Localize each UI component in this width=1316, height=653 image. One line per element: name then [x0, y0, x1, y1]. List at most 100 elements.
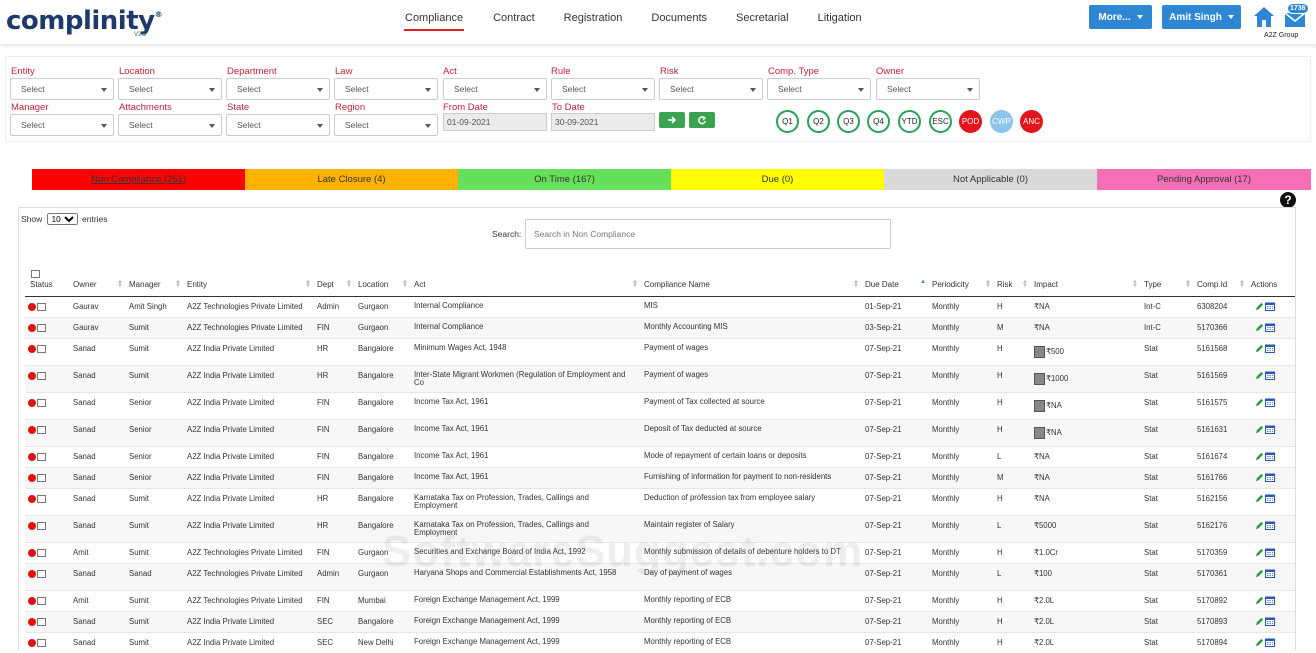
table-row[interactable]: Sanad Sumit A2Z India Private Limited HR Ban… [25, 364, 1295, 392]
col-owner[interactable]: Owner ▲ ▼ [69, 268, 125, 297]
table-row[interactable]: Amit Sumit A2Z Technologies Private Limite… [25, 589, 1295, 611]
nav-litigation[interactable]: Litigation [817, 12, 862, 24]
col-due-date[interactable]: Due Date ▲ [861, 268, 928, 297]
calendar-icon[interactable] [1265, 638, 1275, 647]
mail-icon[interactable] [1284, 8, 1306, 28]
table-row[interactable]: Sanad Sanad A2Z Technologies Private Limit… [25, 562, 1295, 590]
row-checkbox[interactable] [37, 453, 46, 462]
col-risk[interactable]: Risk ▲ ▼ [993, 268, 1030, 297]
filter-location-select[interactable]: Select [118, 78, 222, 100]
tab-pending-approval[interactable]: Pending Approval (17) [1097, 169, 1311, 190]
edit-icon[interactable] [1255, 617, 1264, 626]
calendar-icon[interactable] [1265, 548, 1275, 557]
quick-filter-q2[interactable]: Q2 [807, 110, 830, 133]
filter-risk-select[interactable]: Select [659, 78, 763, 100]
col-periodicity[interactable]: Periodicity ▲ ▼ [928, 268, 993, 297]
row-checkbox[interactable] [37, 639, 46, 648]
nav-contract[interactable]: Contract [493, 12, 535, 24]
tab-due[interactable]: Due (0) [671, 169, 884, 190]
edit-icon[interactable] [1255, 452, 1264, 461]
table-row[interactable]: Sanad Sumit A2Z India Private Limited SEC Ne… [25, 631, 1295, 653]
row-checkbox[interactable] [37, 474, 46, 483]
edit-icon[interactable] [1255, 596, 1264, 605]
calendar-icon[interactable] [1265, 302, 1275, 311]
col-comp-id[interactable]: Comp.Id ▲ ▼ [1193, 268, 1247, 297]
row-checkbox[interactable] [37, 495, 46, 504]
document-icon[interactable] [1034, 372, 1045, 385]
calendar-icon[interactable] [1265, 398, 1275, 407]
edit-icon[interactable] [1255, 548, 1264, 557]
col-act[interactable]: Act ▲ ▼ [410, 268, 640, 297]
edit-icon[interactable] [1255, 323, 1264, 332]
calendar-icon[interactable] [1265, 521, 1275, 530]
tab-late-closure[interactable]: Late Closure (4) [245, 169, 458, 190]
table-row[interactable]: Sanad Senior A2Z India Private Limited FIN B… [25, 391, 1295, 419]
row-checkbox[interactable] [37, 372, 46, 381]
row-checkbox[interactable] [37, 324, 46, 333]
edit-icon[interactable] [1255, 425, 1264, 434]
nav-compliance[interactable]: Compliance [404, 12, 465, 31]
page-size-select[interactable]: 100 [46, 213, 78, 225]
document-icon[interactable] [1034, 426, 1045, 439]
row-checkbox[interactable] [37, 303, 46, 312]
calendar-icon[interactable] [1265, 452, 1275, 461]
row-checkbox[interactable] [37, 597, 46, 606]
filter-rule-select[interactable]: Select [551, 78, 655, 100]
calendar-icon[interactable] [1265, 425, 1275, 434]
app-logo[interactable]: complinity® [6, 6, 163, 36]
edit-icon[interactable] [1255, 302, 1264, 311]
col-dept[interactable]: Dept ▲ ▼ [313, 268, 354, 297]
filter-owner-select[interactable]: Select [876, 78, 980, 100]
edit-icon[interactable] [1255, 398, 1264, 407]
quick-filter-ytd[interactable]: YTD [898, 110, 921, 133]
table-row[interactable]: Amit Sumit A2Z Technologies Private Limite… [25, 541, 1295, 563]
quick-filter-esc[interactable]: ESC [929, 110, 952, 133]
calendar-icon[interactable] [1265, 569, 1275, 578]
to-date-input[interactable]: 30-09-2021 [551, 113, 655, 131]
search-input[interactable]: Search in Non Compliance [525, 219, 891, 249]
filter-manager-select[interactable]: Select [10, 114, 114, 136]
from-date-input[interactable]: 01-09-2021 [443, 113, 547, 131]
calendar-icon[interactable] [1265, 371, 1275, 380]
row-checkbox[interactable] [37, 399, 46, 408]
table-row[interactable]: Sanad Senior A2Z India Private Limited FIN B… [25, 466, 1295, 488]
quick-filter-q4[interactable]: Q4 [867, 110, 890, 133]
calendar-icon[interactable] [1265, 344, 1275, 353]
filter-act-select[interactable]: Select [443, 78, 547, 100]
edit-icon[interactable] [1255, 494, 1264, 503]
col-manager[interactable]: Manager ▲ ▼ [125, 268, 183, 297]
edit-icon[interactable] [1255, 371, 1264, 380]
table-row[interactable]: Sanad Senior A2Z India Private Limited FIN B… [25, 418, 1295, 446]
edit-icon[interactable] [1255, 473, 1264, 482]
table-row[interactable]: Sanad Sumit A2Z India Private Limited SEC Ba… [25, 610, 1295, 632]
edit-icon[interactable] [1255, 344, 1264, 353]
quick-filter-cwp[interactable]: CWP [990, 110, 1013, 133]
reset-filter-button[interactable] [689, 112, 715, 128]
quick-filter-anc[interactable]: ANC [1020, 110, 1043, 133]
table-row[interactable]: Gaurav Amit Singh A2Z Technologies Private… [25, 295, 1295, 317]
row-checkbox[interactable] [37, 549, 46, 558]
calendar-icon[interactable] [1265, 617, 1275, 626]
quick-filter-pod[interactable]: POD [959, 110, 982, 133]
more-button[interactable]: More... [1089, 5, 1152, 29]
tab-not-applicable[interactable]: Not Applicable (0) [884, 169, 1097, 190]
calendar-icon[interactable] [1265, 596, 1275, 605]
filter-comp-type-select[interactable]: Select [767, 78, 871, 100]
nav-secretarial[interactable]: Secretarial [736, 12, 789, 24]
nav-documents[interactable]: Documents [651, 12, 708, 24]
filter-attachments-select[interactable]: Select [118, 114, 222, 136]
quick-filter-q1[interactable]: Q1 [776, 110, 799, 133]
help-icon[interactable]: ? [1280, 192, 1296, 208]
calendar-icon[interactable] [1265, 473, 1275, 482]
user-menu-button[interactable]: Amit Singh [1162, 5, 1241, 29]
filter-state-select[interactable]: Select [226, 114, 330, 136]
select-all-checkbox[interactable] [31, 270, 40, 278]
calendar-icon[interactable] [1265, 494, 1275, 503]
row-checkbox[interactable] [37, 522, 46, 531]
edit-icon[interactable] [1255, 569, 1264, 578]
edit-icon[interactable] [1255, 521, 1264, 530]
apply-filter-button[interactable] [659, 112, 685, 128]
row-checkbox[interactable] [37, 345, 46, 354]
col-compliance-name[interactable]: Compliance Name ▲ ▼ [640, 268, 861, 297]
row-checkbox[interactable] [37, 570, 46, 579]
